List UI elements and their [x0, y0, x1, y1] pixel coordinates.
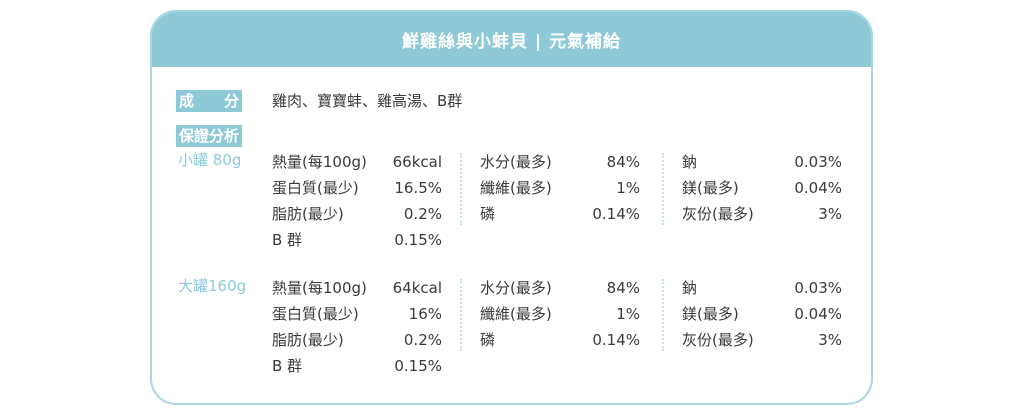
- nutrient-name: 纖維(最多): [480, 305, 552, 323]
- nutrient-name: 熱量(每100g): [272, 279, 367, 297]
- nutrient-row: B 群 0.15%: [272, 353, 442, 379]
- nutrient-value: 3%: [818, 331, 842, 349]
- nutrient-name: 熱量(每100g): [272, 153, 367, 171]
- nutrient-row: 灰份(最多) 3%: [682, 201, 842, 227]
- nutrient-row: 鎂(最多) 0.04%: [682, 301, 842, 327]
- nutrient-value: 0.14%: [592, 205, 640, 223]
- nutrient-row: 蛋白質(最少) 16%: [272, 301, 442, 327]
- nutrient-value: 0.15%: [394, 231, 442, 249]
- nutrient-row: 磷 0.14%: [480, 201, 640, 227]
- nutrient-row: 水分(最多) 84%: [480, 149, 640, 175]
- nutrient-row: 鎂(最多) 0.04%: [682, 175, 842, 201]
- analysis-column: 水分(最多) 84% 纖維(最多) 1% 磷 0.14%: [480, 149, 640, 227]
- nutrient-name: 磷: [480, 205, 496, 223]
- nutrient-row: 蛋白質(最少) 16.5%: [272, 175, 442, 201]
- nutrient-value: 0.2%: [403, 205, 442, 223]
- nutrient-row: 灰份(最多) 3%: [682, 327, 842, 353]
- nutrient-name: 磷: [480, 331, 496, 349]
- nutrient-name: 脂肪(最少): [272, 205, 344, 223]
- nutrient-value: 0.03%: [794, 279, 842, 297]
- nutrient-value: 0.04%: [794, 305, 842, 323]
- nutrient-row: 鈉 0.03%: [682, 149, 842, 175]
- variant-name: 小罐 80g: [178, 151, 242, 169]
- nutrient-name: B 群: [272, 231, 303, 249]
- nutrient-value: 84%: [606, 153, 640, 171]
- analysis-column: 鈉 0.03% 鎂(最多) 0.04% 灰份(最多) 3%: [682, 149, 842, 227]
- variant-name: 大罐160g: [178, 277, 247, 295]
- ingredients-value: 雞肉、寶寶蚌、雞高湯、B群: [272, 92, 463, 110]
- ingredients-label: 成 分: [176, 90, 243, 112]
- nutrient-name: 水分(最多): [480, 153, 552, 171]
- nutrient-name: 鎂(最多): [682, 179, 739, 197]
- nutrient-value: 1%: [616, 305, 640, 323]
- analysis-column: 水分(最多) 84% 纖維(最多) 1% 磷 0.14%: [480, 275, 640, 353]
- nutrient-value: 0.14%: [592, 331, 640, 349]
- nutrient-name: 鎂(最多): [682, 305, 739, 323]
- nutrient-name: 水分(最多): [480, 279, 552, 297]
- nutrient-name: 脂肪(最少): [272, 331, 344, 349]
- analysis-column: 熱量(每100g) 66kcal 蛋白質(最少) 16.5% 脂肪(最少) 0.2% B 群…: [272, 149, 442, 253]
- card-title: 鮮雞絲與小蚌貝 | 元氣補給: [152, 12, 871, 67]
- nutrition-card: 鮮雞絲與小蚌貝 | 元氣補給 成 分 雞肉、寶寶蚌、雞高湯、B群 保證分析 小罐…: [150, 10, 873, 405]
- nutrient-row: B 群 0.15%: [272, 227, 442, 253]
- nutrient-value: 84%: [606, 279, 640, 297]
- nutrient-name: 灰份(最多): [682, 205, 754, 223]
- nutrient-value: 0.2%: [403, 331, 442, 349]
- nutrient-name: 纖維(最多): [480, 179, 552, 197]
- nutrient-name: 蛋白質(最少): [272, 305, 359, 323]
- analysis-column: 鈉 0.03% 鎂(最多) 0.04% 灰份(最多) 3%: [682, 275, 842, 353]
- nutrient-value: 0.03%: [794, 153, 842, 171]
- nutrient-name: 灰份(最多): [682, 331, 754, 349]
- nutrient-row: 脂肪(最少) 0.2%: [272, 201, 442, 227]
- nutrient-name: 鈉: [682, 153, 698, 171]
- nutrient-row: 水分(最多) 84%: [480, 275, 640, 301]
- nutrient-row: 脂肪(最少) 0.2%: [272, 327, 442, 353]
- nutrient-value: 1%: [616, 179, 640, 197]
- nutrient-value: 16%: [408, 305, 442, 323]
- column-divider: [662, 153, 664, 225]
- nutrient-row: 熱量(每100g) 66kcal: [272, 149, 442, 175]
- nutrient-value: 64kcal: [392, 279, 442, 297]
- nutrient-row: 熱量(每100g) 64kcal: [272, 275, 442, 301]
- nutrient-value: 0.15%: [394, 357, 442, 375]
- nutrient-value: 0.04%: [794, 179, 842, 197]
- guaranteed-analysis-label: 保證分析: [176, 125, 243, 147]
- nutrient-row: 纖維(最多) 1%: [480, 301, 640, 327]
- nutrient-value: 66kcal: [392, 153, 442, 171]
- nutrient-name: B 群: [272, 357, 303, 375]
- nutrient-name: 鈉: [682, 279, 698, 297]
- nutrient-name: 蛋白質(最少): [272, 179, 359, 197]
- nutrient-row: 鈉 0.03%: [682, 275, 842, 301]
- analysis-column: 熱量(每100g) 64kcal 蛋白質(最少) 16% 脂肪(最少) 0.2% B 群 0.…: [272, 275, 442, 379]
- column-divider: [460, 279, 462, 351]
- nutrient-row: 磷 0.14%: [480, 327, 640, 353]
- nutrient-value: 3%: [818, 205, 842, 223]
- column-divider: [460, 153, 462, 225]
- nutrient-row: 纖維(最多) 1%: [480, 175, 640, 201]
- column-divider: [662, 279, 664, 351]
- nutrient-value: 16.5%: [394, 179, 442, 197]
